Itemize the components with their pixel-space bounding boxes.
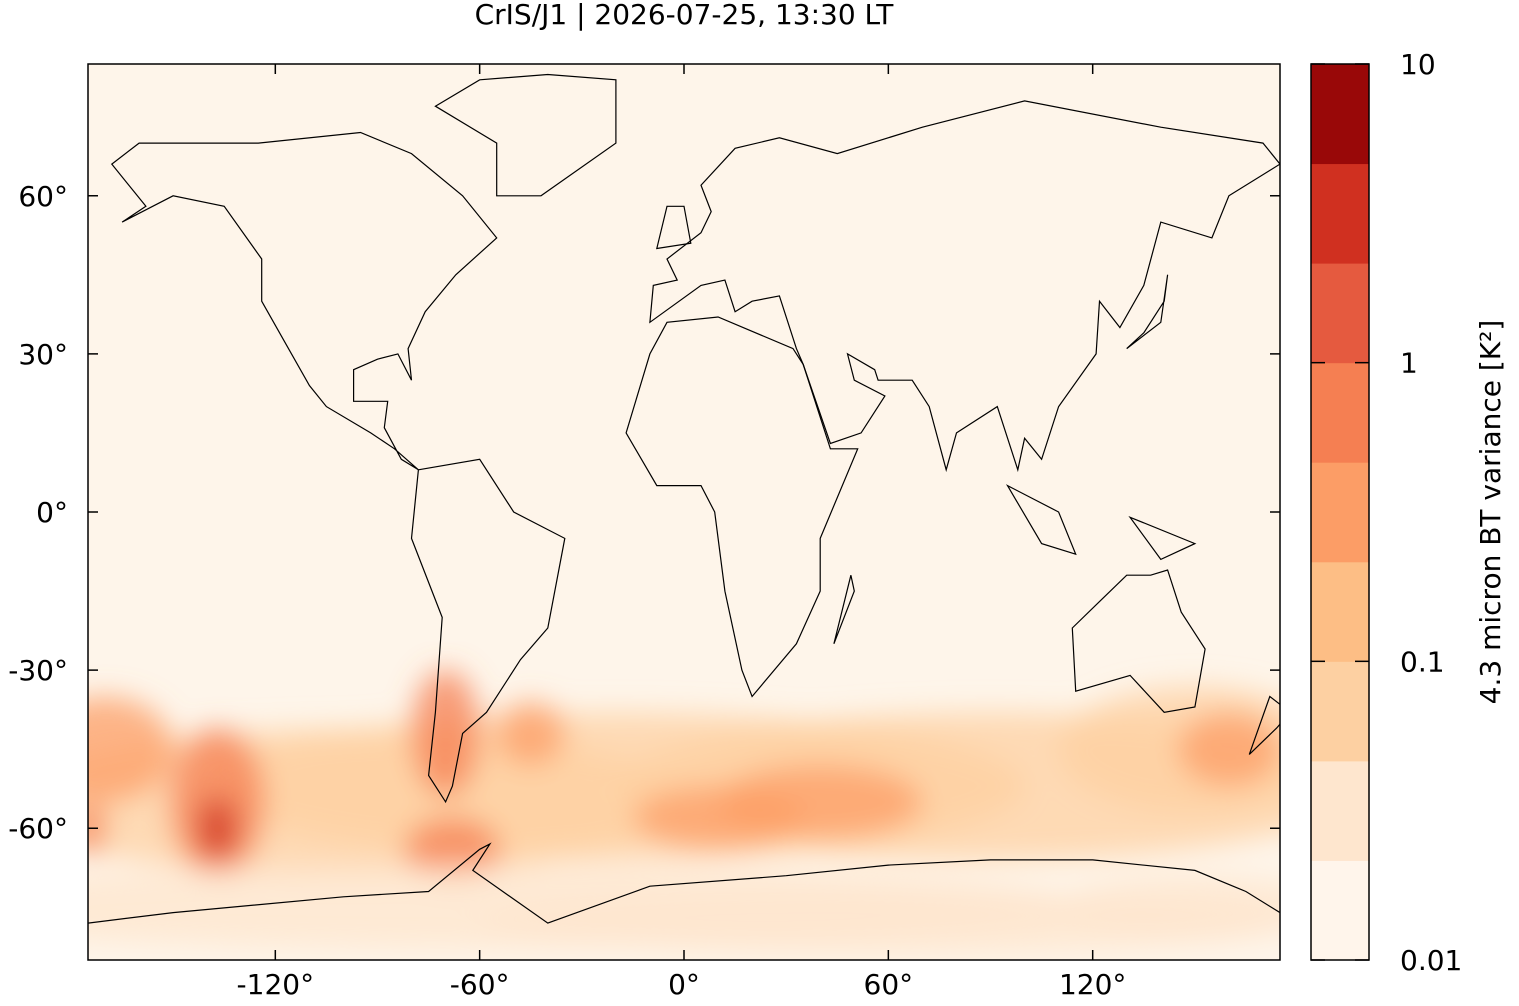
coastline [110, 131, 498, 471]
coastline [1005, 484, 1077, 556]
coastline [625, 316, 859, 698]
colorbar-band [1311, 462, 1369, 563]
coastline [88, 842, 1280, 924]
coastline [1071, 569, 1206, 713]
x-tick-label: 120° [1059, 968, 1126, 1001]
colorbar-band [1311, 64, 1369, 165]
colorbar-frame [1310, 63, 1370, 961]
y-tick-label: -60° [8, 812, 68, 845]
coastline [434, 73, 617, 197]
colorbar-band [1311, 661, 1369, 762]
coastline [833, 575, 855, 645]
coastline [1128, 515, 1197, 561]
colorbar-band [1311, 860, 1369, 961]
colorbar-band [1311, 163, 1369, 264]
y-tick-label: -30° [8, 654, 68, 687]
x-tick-label: -60° [450, 968, 510, 1001]
heat-blob [411, 670, 480, 797]
coastline [1126, 274, 1169, 350]
colorbar-tick-label: 0.1 [1400, 645, 1445, 678]
chart-title: CrIS/J1 | 2026-07-25, 13:30 LT [475, 0, 895, 31]
coastline [656, 205, 692, 250]
heat-blob [88, 696, 174, 802]
colorbar-tick-label: 0.01 [1400, 944, 1462, 977]
coastline [649, 100, 1280, 473]
heat-blob [632, 786, 804, 850]
coastline [410, 458, 566, 804]
colorbar-band [1311, 362, 1369, 463]
colorbar: 0.01 0.1 1 10 [1311, 48, 1462, 977]
colorbar-tick-label: 10 [1400, 48, 1436, 81]
colorbar-label: 4.3 micron BT variance [K²] [1474, 320, 1507, 705]
x-tick-label: -120° [237, 968, 315, 1001]
heat-blob [496, 701, 565, 765]
heat-blob [1177, 712, 1280, 787]
map [88, 64, 1280, 960]
heat-blob [196, 796, 238, 860]
colorbar-band [1311, 561, 1369, 662]
y-tick-label: 30° [18, 338, 68, 371]
colorbar-band [1311, 263, 1369, 364]
y-tick-label: 60° [18, 180, 68, 213]
coastlines [88, 73, 1280, 924]
x-tick-label: 0° [668, 968, 700, 1001]
heat-blob [1058, 875, 1280, 939]
colorbar-band [1311, 760, 1369, 861]
colorbar-tick-label: 1 [1400, 347, 1418, 380]
coastline [1248, 695, 1280, 755]
x-tick-label: 60° [864, 968, 914, 1001]
y-tick-label: 0° [36, 496, 68, 529]
